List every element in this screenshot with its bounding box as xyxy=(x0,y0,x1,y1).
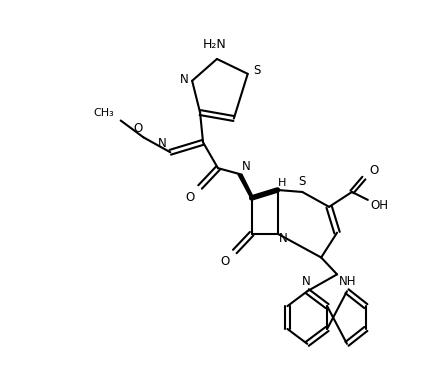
Text: H: H xyxy=(278,178,287,188)
Text: N: N xyxy=(242,160,251,173)
Text: N: N xyxy=(279,232,288,245)
Text: O: O xyxy=(186,191,195,205)
Text: S: S xyxy=(253,64,260,77)
Polygon shape xyxy=(238,174,254,198)
Text: N: N xyxy=(302,275,311,288)
Text: NH: NH xyxy=(339,275,357,288)
Text: N: N xyxy=(180,73,189,86)
Text: N: N xyxy=(158,137,167,150)
Text: O: O xyxy=(369,164,378,177)
Text: CH₃: CH₃ xyxy=(93,108,114,118)
Text: H₂N: H₂N xyxy=(203,38,227,50)
Text: O: O xyxy=(220,255,229,268)
Text: O: O xyxy=(133,122,142,135)
Text: S: S xyxy=(298,174,306,188)
Text: OH: OH xyxy=(371,199,389,212)
